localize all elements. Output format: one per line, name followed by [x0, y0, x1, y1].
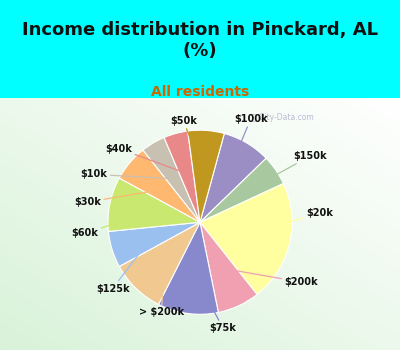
Wedge shape: [143, 138, 200, 222]
Text: $50k: $50k: [170, 116, 203, 172]
Text: $20k: $20k: [249, 208, 333, 234]
Text: $200k: $200k: [221, 268, 318, 287]
Wedge shape: [119, 150, 200, 222]
Wedge shape: [119, 222, 200, 304]
Text: $125k: $125k: [96, 237, 152, 294]
Text: $10k: $10k: [81, 169, 174, 180]
Wedge shape: [200, 222, 257, 313]
Text: $150k: $150k: [242, 151, 327, 194]
Wedge shape: [164, 131, 200, 222]
Wedge shape: [188, 130, 224, 222]
Wedge shape: [200, 158, 284, 222]
Wedge shape: [200, 133, 266, 222]
Wedge shape: [108, 178, 200, 231]
Text: $100k: $100k: [226, 114, 268, 179]
Text: $40k: $40k: [106, 144, 187, 174]
Text: > $200k: > $200k: [139, 259, 184, 317]
Wedge shape: [108, 222, 200, 266]
Text: $75k: $75k: [193, 272, 236, 333]
Wedge shape: [158, 222, 218, 314]
Text: Income distribution in Pinckard, AL
(%): Income distribution in Pinckard, AL (%): [22, 21, 378, 60]
Text: $60k: $60k: [72, 212, 150, 238]
Text: $30k: $30k: [74, 190, 161, 207]
Text: ⓘ City-Data.com: ⓘ City-Data.com: [252, 113, 313, 122]
Wedge shape: [200, 183, 292, 294]
Text: All residents: All residents: [151, 85, 249, 99]
